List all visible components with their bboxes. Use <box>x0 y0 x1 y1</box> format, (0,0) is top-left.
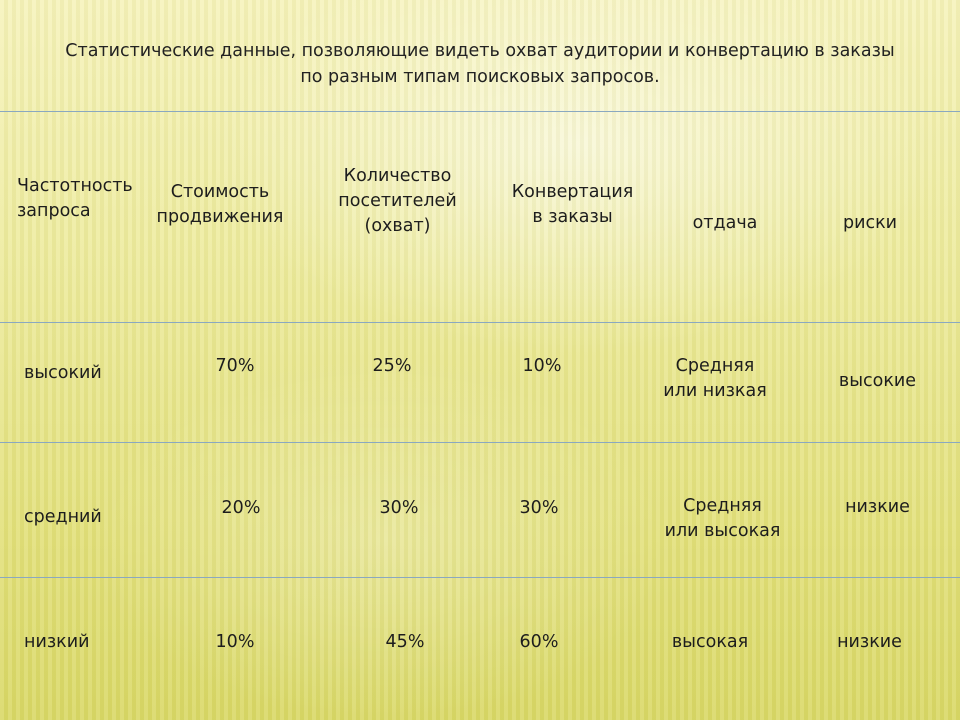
row-1-return-line-2: или низкая <box>663 381 767 401</box>
row-2-cost: 20% <box>221 498 261 518</box>
header-frequency: Частотность запроса <box>17 174 133 224</box>
divider-top <box>0 111 960 112</box>
header-risks: риски <box>842 213 898 233</box>
row-2-conversion: 30% <box>519 498 559 518</box>
header-cost-line-1: Стоимость <box>170 182 270 202</box>
row-3-conversion: 60% <box>519 632 559 652</box>
row-1-cost: 70% <box>215 356 255 376</box>
row-1-conversion: 10% <box>522 356 562 376</box>
divider-row-2 <box>0 442 960 443</box>
header-visitors-line-3: (охват) <box>364 216 431 236</box>
row-1-visitors: 25% <box>372 356 412 376</box>
row-3-visitors: 45% <box>385 632 425 652</box>
header-conversion-line-1: Конвертация <box>511 182 634 202</box>
title-line-2: по разным типам поисковых запросов. <box>300 67 660 87</box>
row-1-risks: высокие <box>838 371 917 391</box>
header-visitors-line-1: Количество <box>343 166 452 186</box>
divider-row-3 <box>0 577 960 578</box>
slide-title: Статистические данные, позволяющие видет… <box>0 38 960 90</box>
row-2-risks: низкие <box>845 497 910 517</box>
row-1-frequency: высокий <box>24 363 102 383</box>
header-conversion-line-2: в заказы <box>532 207 613 227</box>
row-1-return: Средняя или низкая <box>640 354 790 404</box>
header-return: отдача <box>692 213 758 233</box>
header-cost-line-2: продвижения <box>156 207 284 227</box>
row-3-return: высокая <box>671 632 749 652</box>
header-frequency-line-1: Частотность <box>17 176 133 196</box>
row-2-frequency: средний <box>24 507 102 527</box>
header-cost: Стоимость продвижения <box>145 180 295 230</box>
header-frequency-line-2: запроса <box>17 201 91 221</box>
header-visitors: Количество посетителей (охват) <box>320 164 475 239</box>
row-2-visitors: 30% <box>379 498 419 518</box>
header-conversion: Конвертация в заказы <box>500 180 645 230</box>
row-2-return-line-2: или высокая <box>664 521 781 541</box>
row-3-frequency: низкий <box>24 632 90 652</box>
row-3-risks: низкие <box>837 632 902 652</box>
divider-row-1 <box>0 322 960 323</box>
row-3-cost: 10% <box>215 632 255 652</box>
row-1-return-line-1: Средняя <box>675 356 755 376</box>
title-line-1: Статистические данные, позволяющие видет… <box>65 41 895 61</box>
row-2-return: Средняя или высокая <box>645 494 800 544</box>
row-2-return-line-1: Средняя <box>683 496 762 516</box>
header-visitors-line-2: посетителей <box>338 191 457 211</box>
